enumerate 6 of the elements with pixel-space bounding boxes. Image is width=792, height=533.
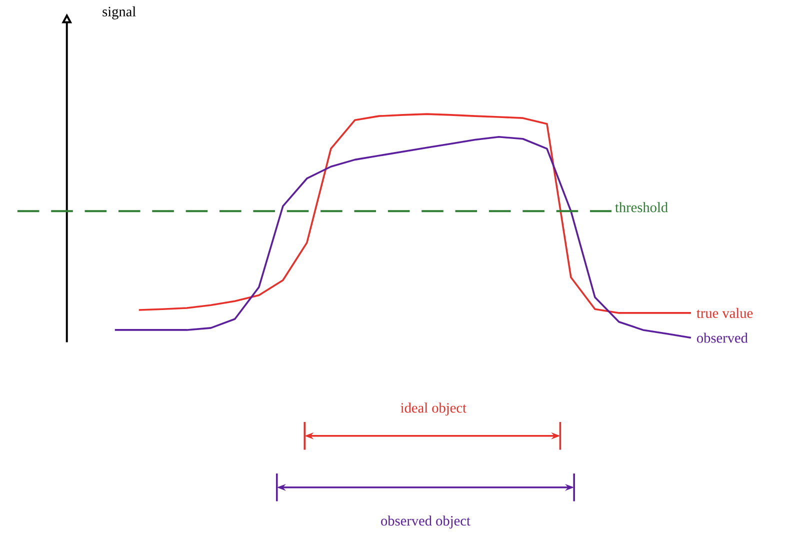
text: ideal object	[400, 402, 466, 416]
text: observed object	[381, 516, 470, 529]
series-label: true value	[696, 308, 753, 318]
ref-line-label: threshold	[615, 202, 668, 212]
text: signal	[102, 6, 136, 20]
series-label: observed	[696, 332, 748, 343]
